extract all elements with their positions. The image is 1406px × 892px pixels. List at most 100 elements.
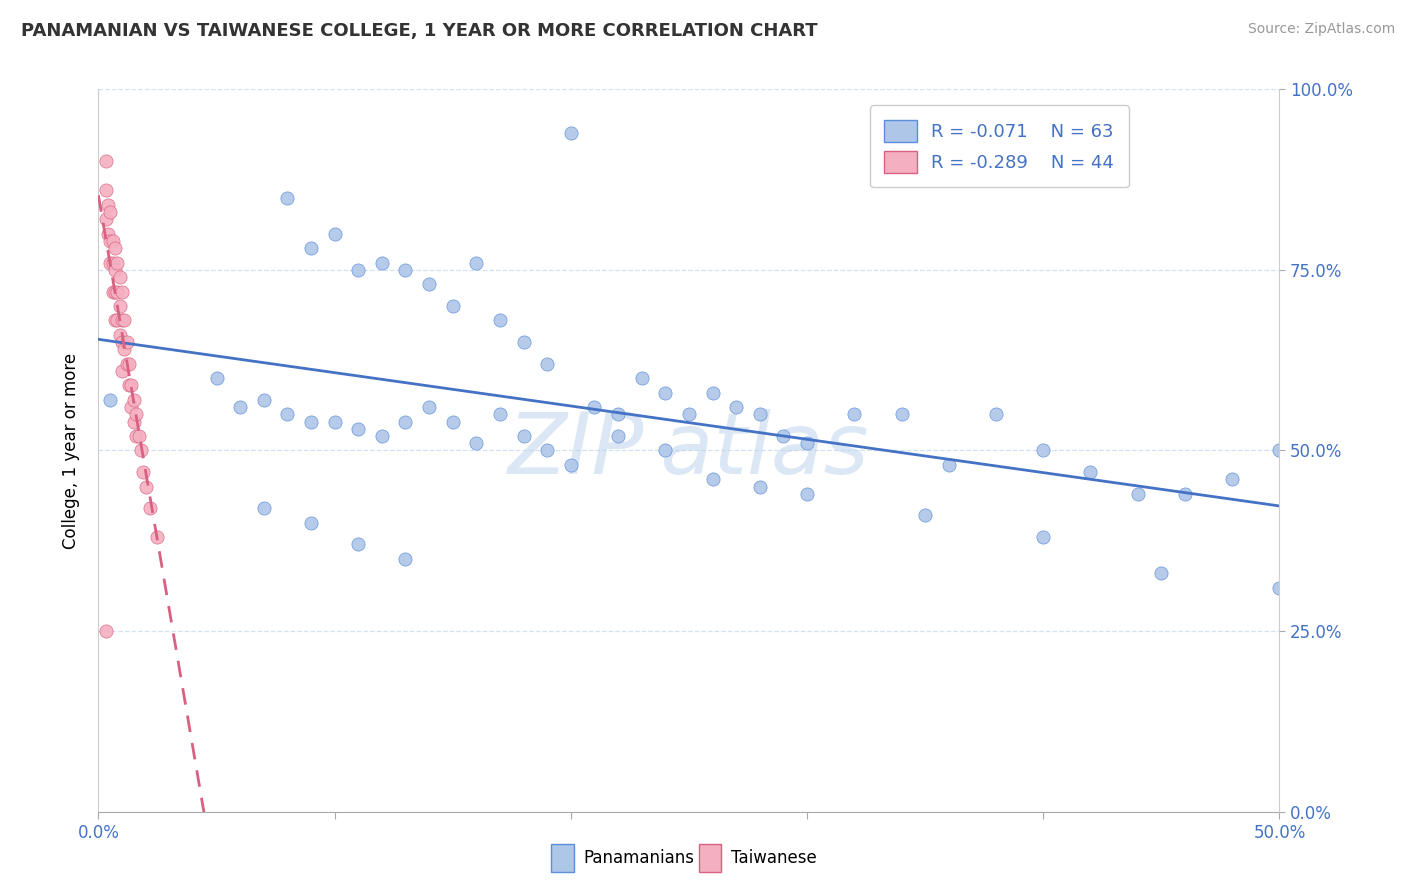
Point — [276, 191, 298, 205]
Point — [276, 407, 298, 421]
Point — [560, 126, 582, 140]
Point — [94, 183, 117, 197]
Point — [772, 429, 794, 443]
Point — [125, 429, 148, 443]
Point — [112, 343, 135, 357]
Point — [1268, 443, 1291, 458]
Point — [101, 234, 124, 248]
Point — [323, 227, 346, 241]
Text: Source: ZipAtlas.com: Source: ZipAtlas.com — [1247, 22, 1395, 37]
Point — [135, 480, 157, 494]
Point — [108, 327, 131, 342]
Point — [121, 400, 143, 414]
Point — [111, 313, 134, 327]
Point — [347, 537, 370, 551]
Point — [607, 429, 630, 443]
Point — [104, 313, 127, 327]
Point — [890, 407, 912, 421]
Point — [98, 255, 121, 269]
Point — [1032, 530, 1054, 544]
Point — [347, 262, 370, 277]
Point — [108, 299, 131, 313]
Point — [121, 378, 143, 392]
Point — [108, 270, 131, 285]
Point — [914, 508, 936, 523]
Point — [112, 313, 135, 327]
Point — [512, 334, 534, 349]
Point — [844, 407, 866, 421]
Point — [253, 392, 276, 407]
Point — [371, 255, 394, 269]
Point — [118, 378, 141, 392]
Point — [796, 487, 818, 501]
Point — [97, 198, 120, 212]
Point — [229, 400, 252, 414]
Point — [104, 241, 127, 255]
Point — [101, 255, 124, 269]
Point — [105, 285, 128, 299]
Point — [115, 357, 138, 371]
Point — [105, 313, 128, 327]
Point — [94, 624, 117, 639]
Point — [1150, 566, 1173, 581]
Point — [702, 385, 724, 400]
Point — [394, 262, 416, 277]
Point — [1268, 581, 1291, 595]
Point — [748, 480, 770, 494]
Point — [111, 285, 134, 299]
Point — [122, 415, 145, 429]
Point — [394, 551, 416, 566]
Point — [583, 400, 606, 414]
Point — [654, 443, 676, 458]
Point — [122, 392, 145, 407]
Point — [347, 422, 370, 436]
Point — [98, 205, 121, 219]
Y-axis label: College, 1 year or more: College, 1 year or more — [62, 352, 80, 549]
Point — [748, 407, 770, 421]
Point — [536, 443, 558, 458]
Point — [489, 313, 512, 327]
Point — [299, 241, 322, 255]
Point — [702, 472, 724, 486]
Point — [796, 436, 818, 450]
Point — [132, 465, 155, 479]
Point — [441, 415, 464, 429]
Point — [512, 429, 534, 443]
Point — [94, 154, 117, 169]
Point — [1174, 487, 1197, 501]
Point — [394, 415, 416, 429]
Point — [489, 407, 512, 421]
Text: Taiwanese: Taiwanese — [731, 849, 817, 867]
Point — [146, 530, 169, 544]
Point — [253, 501, 276, 516]
Point — [725, 400, 748, 414]
Point — [118, 357, 141, 371]
Point — [104, 285, 127, 299]
Point — [205, 371, 228, 385]
Point — [465, 255, 488, 269]
Point — [98, 392, 121, 407]
Point — [299, 516, 322, 530]
Point — [128, 429, 150, 443]
Point — [299, 415, 322, 429]
Point — [139, 501, 162, 516]
Point — [560, 458, 582, 472]
Point — [101, 285, 124, 299]
Point — [1126, 487, 1149, 501]
Point — [418, 277, 440, 292]
Point — [418, 400, 440, 414]
Point — [111, 334, 134, 349]
Point — [938, 458, 960, 472]
Point — [323, 415, 346, 429]
Point — [129, 443, 152, 458]
Point — [654, 385, 676, 400]
Point — [105, 255, 128, 269]
Point — [97, 227, 120, 241]
Point — [630, 371, 652, 385]
Point — [678, 407, 700, 421]
Text: ZIP atlas: ZIP atlas — [508, 409, 870, 492]
Legend: R = -0.071    N = 63, R = -0.289    N = 44: R = -0.071 N = 63, R = -0.289 N = 44 — [870, 105, 1129, 187]
Point — [607, 407, 630, 421]
Point — [465, 436, 488, 450]
Point — [111, 364, 134, 378]
